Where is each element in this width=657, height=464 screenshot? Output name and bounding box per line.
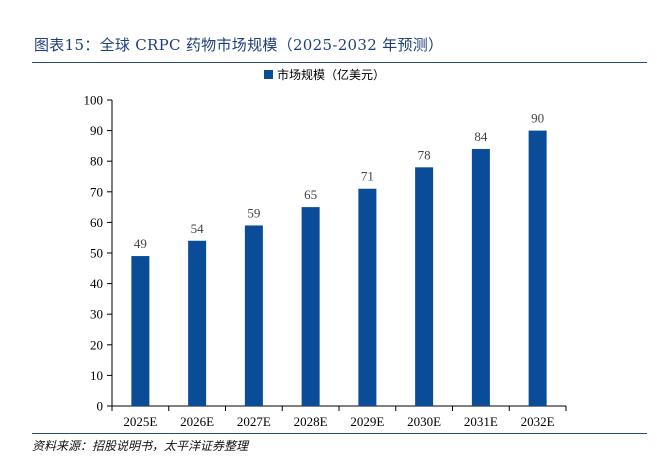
bar [528,130,547,406]
bar [471,148,490,406]
bar-value-label: 71 [361,169,374,184]
y-tick-label: 30 [90,307,103,322]
y-axis: 0 10 20 30 40 50 60 70 80 90 100 [84,93,113,414]
bar [415,167,434,406]
bar-value-label: 90 [531,111,544,126]
x-axis: 2025E 2026E 2027E 2028E 2029E 2030E 2031E 2032E [111,405,567,429]
x-tick-label: 2027E [237,414,271,429]
bar [301,207,320,406]
bar-value-label: 49 [134,236,147,251]
x-tick-label: 2032E [521,414,555,429]
bar-value-label: 84 [474,129,488,144]
legend-label: 市场规模（亿美元） [277,67,385,82]
y-tick-label: 100 [84,93,104,108]
footer-divider [32,433,647,434]
source-note: 资料来源：招股说明书，太平洋证券整理 [32,439,249,453]
figure-title: 图表15：全球 CRPC 药物市场规模（2025-2032 年预测） [34,36,444,54]
bar [244,225,263,406]
y-tick-label: 20 [90,337,103,352]
chart-legend: 市场规模（亿美元） [264,67,385,82]
y-tick-label: 90 [90,123,103,138]
data-labels: 49 54 59 65 71 78 84 90 [134,111,544,251]
bar-value-label: 65 [304,187,317,202]
x-tick-label: 2028E [294,414,328,429]
y-tick-label: 80 [90,154,103,169]
x-tick-label: 2025E [123,414,157,429]
x-tick-label: 2026E [180,414,214,429]
bar-value-label: 78 [418,147,431,162]
y-tick-label: 40 [90,276,103,291]
y-tick-label: 50 [90,246,103,261]
y-tick-label: 70 [90,184,103,199]
y-tick-label: 60 [90,215,103,230]
y-tick-label: 10 [90,368,103,383]
bar [358,188,377,406]
bar-series [131,130,547,406]
bar [131,256,150,406]
y-tick-label: 0 [97,399,104,414]
title-divider [32,62,647,63]
legend-swatch [264,70,273,79]
title-bar: 图表15：全球 CRPC 药物市场规模（2025-2032 年预测） [0,0,657,64]
x-tick-label: 2029E [350,414,384,429]
x-tick-label: 2031E [464,414,498,429]
bar-value-label: 59 [247,205,260,220]
x-tick-label: 2030E [407,414,441,429]
bar [188,240,207,406]
bar-value-label: 54 [191,221,205,236]
